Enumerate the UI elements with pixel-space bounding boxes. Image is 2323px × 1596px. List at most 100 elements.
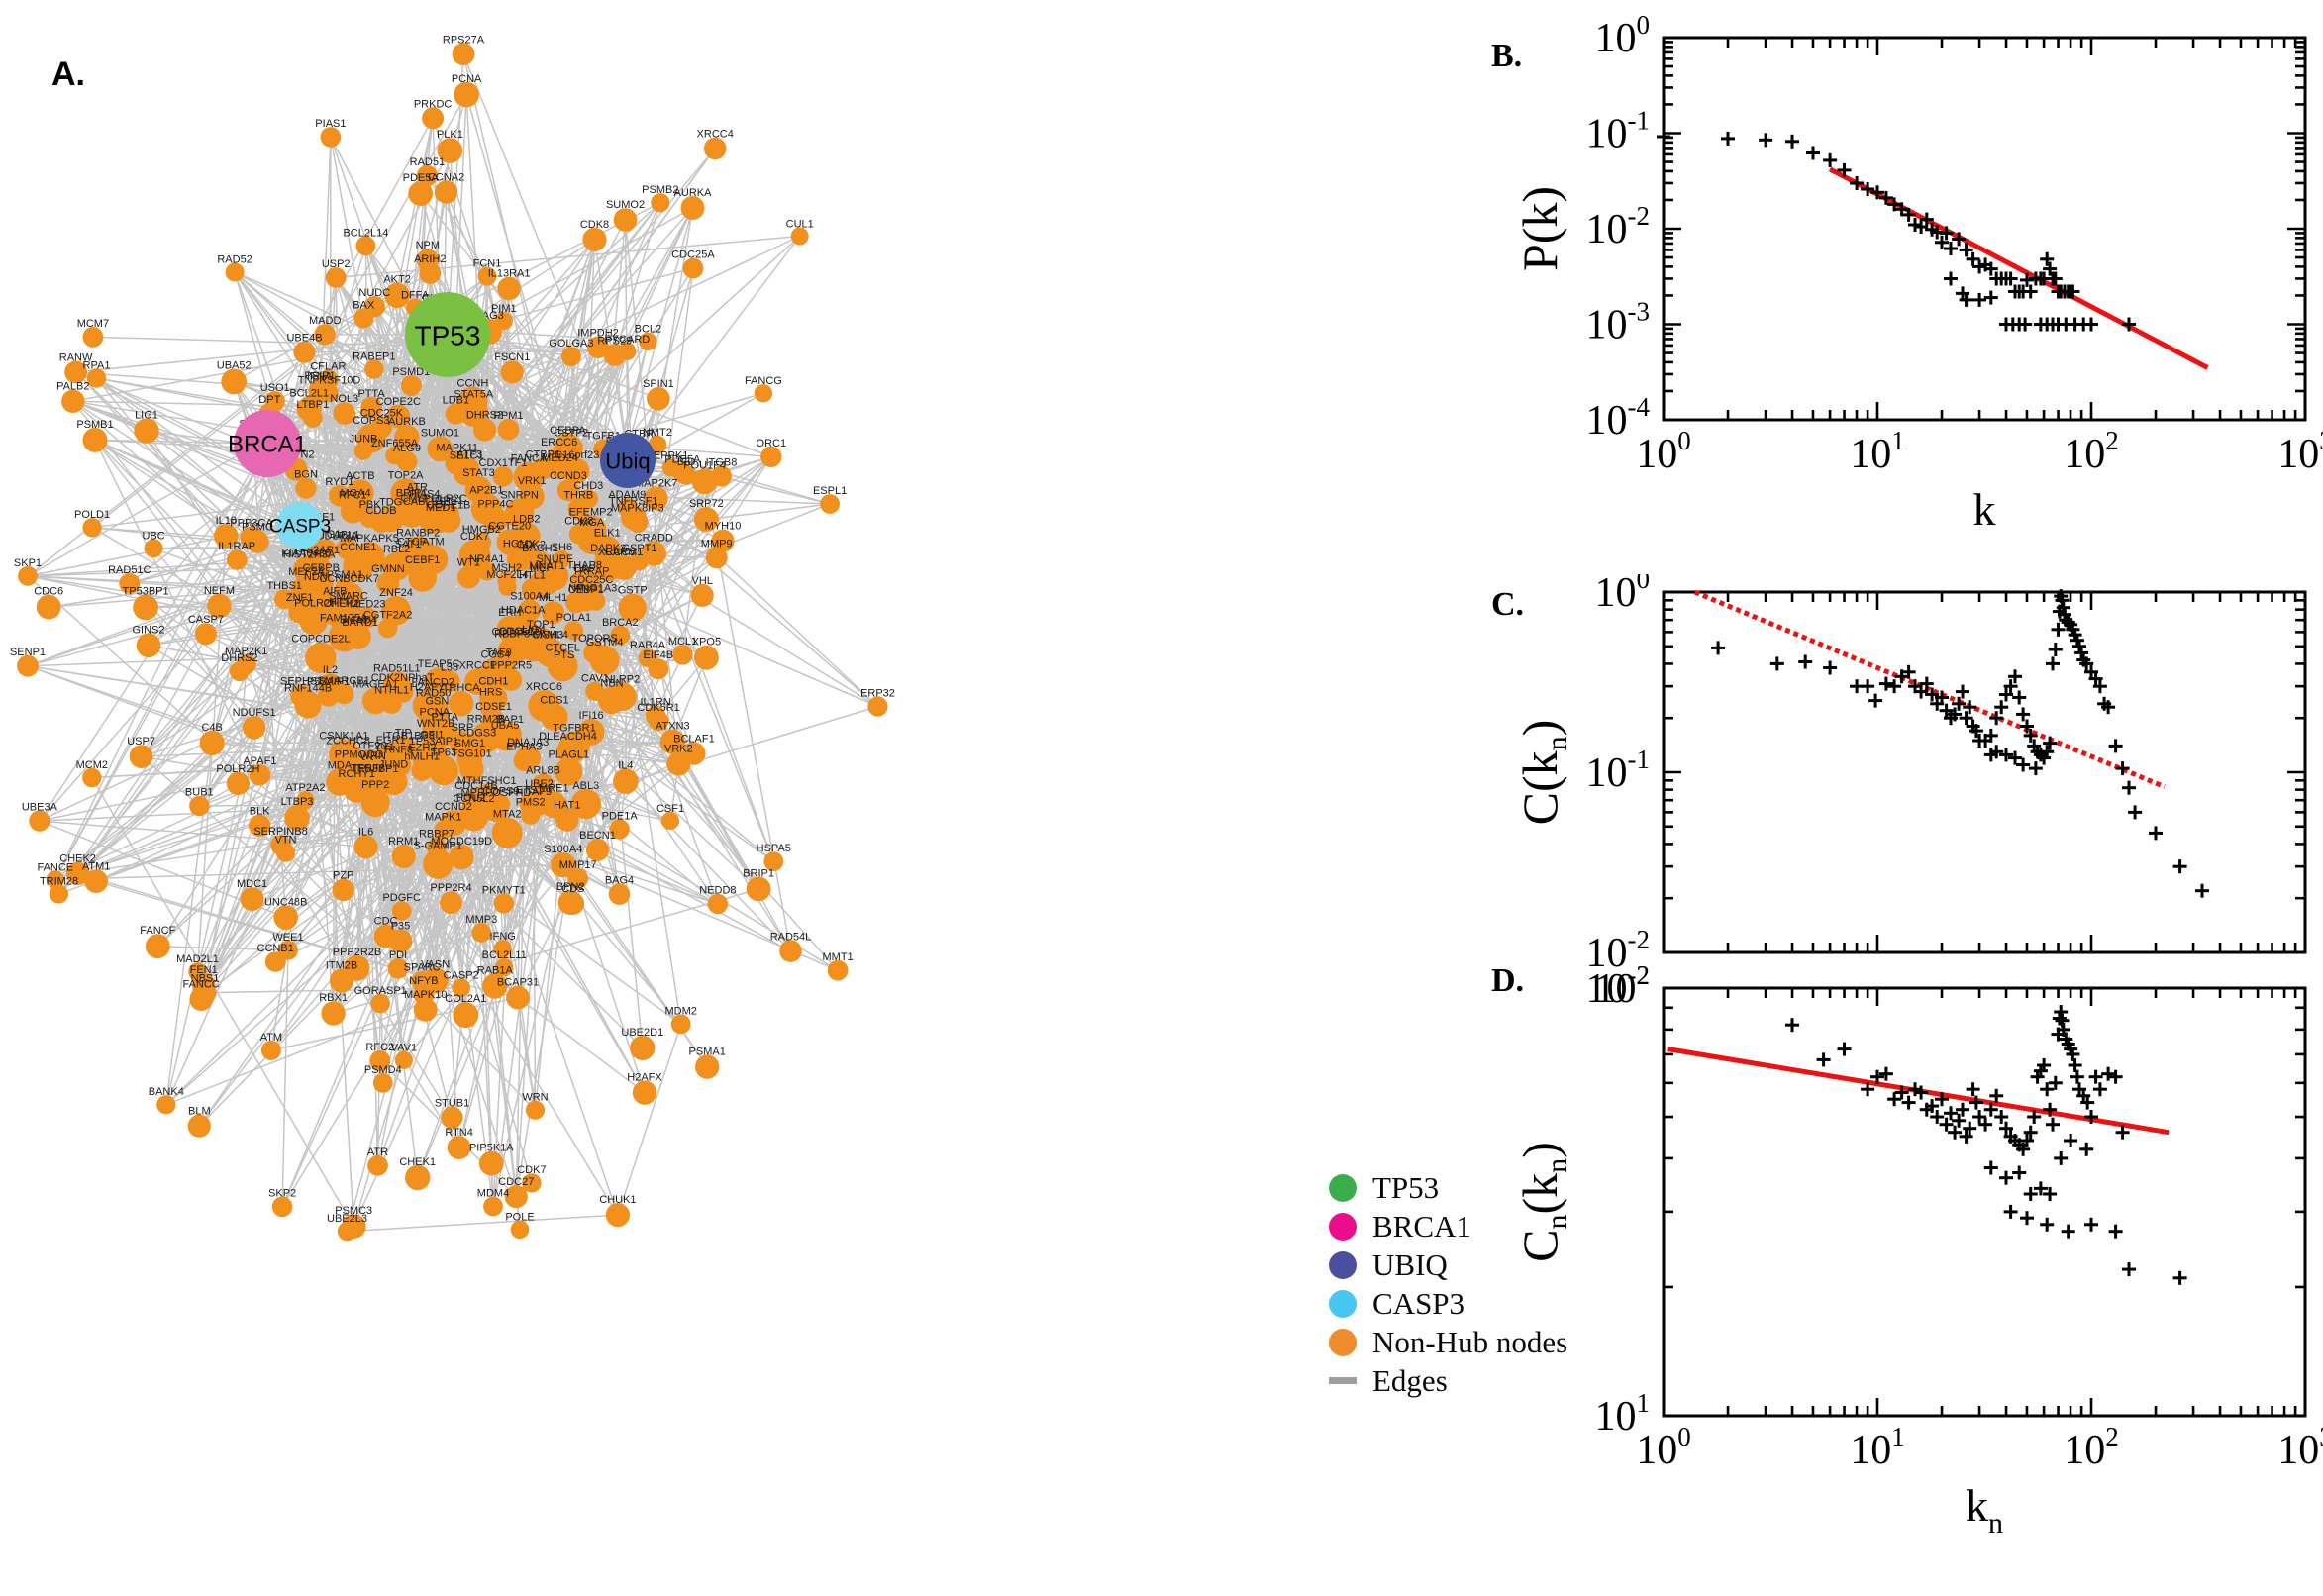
svg-text:ITGB8: ITGB8 <box>706 457 738 469</box>
svg-text:NEDD8: NEDD8 <box>699 885 736 897</box>
svg-text:MAPK10: MAPK10 <box>404 989 447 1001</box>
svg-text:POU2: POU2 <box>456 792 486 804</box>
svg-text:CTCFL: CTCFL <box>545 642 579 653</box>
legend-item-label: Edges <box>1372 1362 1448 1398</box>
svg-text:WRN: WRN <box>360 750 386 762</box>
hub-node-casp3[interactable]: CASP3 <box>269 502 331 549</box>
svg-text:VTN: VTN <box>275 835 297 847</box>
svg-text:SEPHS1: SEPHS1 <box>280 676 323 688</box>
svg-text:BCL2L14: BCL2L14 <box>343 227 388 239</box>
svg-text:C4B: C4B <box>201 722 222 734</box>
svg-text:GSTM4: GSTM4 <box>586 637 624 648</box>
svg-text:PSMB1: PSMB1 <box>76 419 113 431</box>
svg-text:ERH: ERH <box>498 607 521 619</box>
svg-text:POLR2H: POLR2H <box>216 763 259 775</box>
svg-text:PCNA: PCNA <box>452 73 482 85</box>
svg-text:BRCA2: BRCA2 <box>602 617 639 629</box>
svg-text:RANBP2: RANBP2 <box>396 528 440 540</box>
svg-text:CDS: CDS <box>561 883 584 895</box>
svg-text:PPP4C: PPP4C <box>477 499 513 511</box>
legend-dot-swatch <box>1329 1212 1357 1241</box>
svg-text:KIAA0430: KIAA0430 <box>281 548 331 559</box>
svg-text:HTT: HTT <box>329 597 351 609</box>
svg-text:FANCD2: FANCD2 <box>411 677 454 689</box>
svg-text:BGN: BGN <box>294 469 318 481</box>
svg-text:VASN: VASN <box>421 959 450 971</box>
svg-text:RFC2: RFC2 <box>365 1042 394 1053</box>
svg-text:AKT2: AKT2 <box>383 274 411 286</box>
svg-text:SH6: SH6 <box>552 542 572 553</box>
svg-text:DFFA: DFFA <box>401 289 430 301</box>
axis-ticks <box>1662 986 2307 1418</box>
svg-text:PSMC3: PSMC3 <box>335 1205 372 1217</box>
legend-item-label: Non-Hub nodes <box>1372 1324 1568 1359</box>
svg-text:CSF1: CSF1 <box>656 803 684 815</box>
svg-text:TNFRSF10D: TNFRSF10D <box>298 375 361 387</box>
svg-text:CMLPOLR2C: CMLPOLR2C <box>400 493 466 505</box>
svg-text:XPO5: XPO5 <box>692 637 721 648</box>
svg-text:MED1: MED1 <box>426 502 456 514</box>
svg-text:THAP8: THAP8 <box>567 560 602 572</box>
legend-item-label: BRCA1 <box>1372 1208 1471 1244</box>
svg-text:FANCE: FANCE <box>37 861 73 873</box>
svg-text:STAT5A: STAT5A <box>454 388 494 400</box>
svg-text:PSMA1: PSMA1 <box>327 569 363 581</box>
legend-item-label: UBIQ <box>1372 1247 1448 1282</box>
svg-text:BRCA1: BRCA1 <box>228 432 307 458</box>
x-tick-label: 102 <box>2064 1422 2119 1473</box>
svg-text:CDX1TF1: CDX1TF1 <box>479 457 528 469</box>
svg-text:PSMC: PSMC <box>242 521 273 533</box>
svg-text:EIF4B: EIF4B <box>644 649 674 661</box>
svg-text:LDB2: LDB2 <box>513 514 541 526</box>
svg-text:CAV1: CAV1 <box>581 673 609 685</box>
y-tick-label: 100 <box>1595 14 1651 61</box>
svg-text:OTF20: OTF20 <box>353 741 386 752</box>
svg-text:BCLAF1: BCLAF1 <box>673 734 715 746</box>
svg-text:MQCDC19D: MQCDC19D <box>431 836 492 848</box>
x-tick-label: 101 <box>1850 426 1905 477</box>
svg-text:UBE4B: UBE4B <box>286 333 322 345</box>
svg-text:BCL2L11: BCL2L11 <box>482 949 527 961</box>
svg-text:PLAGL1: PLAGL1 <box>549 749 590 761</box>
svg-text:RAD50: RAD50 <box>416 687 451 699</box>
svg-text:NOL3: NOL3 <box>330 393 358 405</box>
svg-text:PSMB2: PSMB2 <box>642 184 678 196</box>
svg-text:DPT: DPT <box>258 394 280 406</box>
svg-text:CCN5L2: CCN5L2 <box>453 793 494 805</box>
svg-text:PPM1: PPM1 <box>494 410 524 422</box>
svg-text:DHRS2: DHRS2 <box>221 652 257 664</box>
svg-text:DAPK3: DAPK3 <box>590 543 626 554</box>
svg-text:TGFBR1: TGFBR1 <box>553 723 595 735</box>
svg-text:UBE2D1: UBE2D1 <box>621 1027 663 1039</box>
fit-line <box>1693 589 2166 790</box>
svg-text:PLK1: PLK1 <box>437 129 463 141</box>
svg-text:FANCF: FANCF <box>140 925 175 937</box>
svg-text:GPS1: GPS1 <box>435 495 463 507</box>
hub-node-tp53[interactable]: TP53 <box>405 292 490 377</box>
svg-text:NDUFS1: NDUFS1 <box>233 707 276 719</box>
svg-text:CDC27: CDC27 <box>498 1176 534 1188</box>
svg-text:NTHL1: NTHL1 <box>374 685 409 697</box>
svg-text:VAV1: VAV1 <box>391 1043 418 1054</box>
data-points <box>1711 589 2209 898</box>
svg-text:XRCC1: XRCC1 <box>459 660 496 672</box>
svg-text:MSH3: MSH3 <box>534 630 564 642</box>
svg-text:SRP: SRP <box>452 722 474 734</box>
svg-text:CCNH: CCNH <box>457 378 489 390</box>
svg-text:GMNN: GMNN <box>371 563 405 575</box>
svg-text:LIG4: LIG4 <box>522 624 546 636</box>
hub-node-brca1[interactable]: BRCA1 <box>228 410 307 477</box>
svg-text:CARM1: CARM1 <box>605 547 644 558</box>
svg-text:MCL1: MCL1 <box>668 636 697 648</box>
svg-text:hMLH1: hMLH1 <box>404 751 439 763</box>
svg-text:CCNB1: CCNB1 <box>257 943 294 954</box>
svg-text:BID: BID <box>677 456 695 468</box>
svg-text:PMS2: PMS2 <box>516 797 546 809</box>
svg-text:CDK8: CDK8 <box>564 516 593 528</box>
axis-ticks <box>1662 590 2307 954</box>
svg-text:COPCDE2L: COPCDE2L <box>291 634 350 646</box>
hub-node-ubiq[interactable]: Ubiq <box>600 433 656 488</box>
svg-text:RPS27A: RPS27A <box>443 34 485 46</box>
svg-text:IL13RA1: IL13RA1 <box>488 268 531 280</box>
